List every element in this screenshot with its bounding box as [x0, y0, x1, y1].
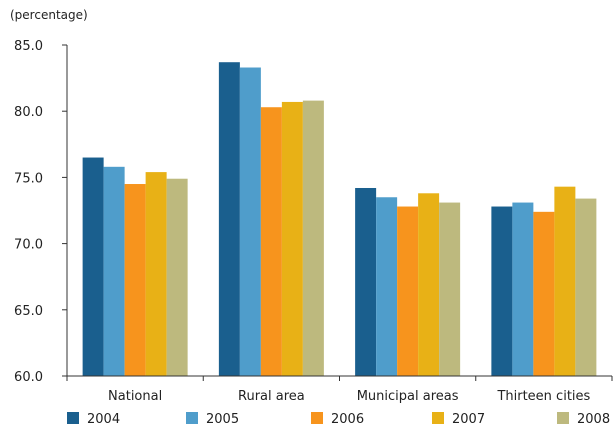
unit-label: (percentage) — [10, 8, 88, 22]
legend-swatch — [67, 412, 79, 424]
bar-2006-thirteen-cities — [533, 211, 555, 376]
x-category-label: Municipal areas — [357, 389, 459, 404]
y-tick-label: 75.0 — [14, 171, 43, 186]
bar-2007-national — [145, 172, 167, 376]
legend-item-2004: 2004 — [67, 412, 120, 427]
y-tick-label: 70.0 — [14, 238, 43, 253]
legend-item-2005: 2005 — [186, 412, 239, 427]
bar-2006-national — [124, 184, 146, 376]
legend-swatch — [186, 412, 198, 424]
y-tick-label: 60.0 — [14, 370, 43, 385]
bar-2004-rural-area — [218, 62, 240, 376]
x-category-label: National — [108, 389, 162, 404]
bar-2007-thirteen-cities — [554, 186, 576, 376]
bar-2005-thirteen-cities — [512, 202, 534, 376]
y-tick-label: 80.0 — [14, 105, 43, 120]
bar-2006-rural-area — [260, 107, 282, 376]
bar-2007-municipal-areas — [418, 193, 440, 376]
bar-2005-rural-area — [239, 67, 261, 377]
bar-2008-municipal-areas — [439, 202, 461, 376]
legend-item-2008: 2008 — [557, 412, 610, 427]
bar-2005-national — [103, 166, 125, 376]
legend-label: 2008 — [577, 412, 610, 427]
bar-2006-municipal-areas — [397, 206, 419, 376]
bar-2008-thirteen-cities — [575, 198, 597, 376]
legend-item-2006: 2006 — [311, 412, 364, 427]
y-axis-ticks: 85.0 80.0 75.0 70.0 65.0 60.0 — [14, 39, 67, 385]
x-category-label: Rural area — [238, 389, 305, 404]
y-tick-label: 85.0 — [14, 39, 43, 54]
legend-swatch — [557, 412, 569, 424]
bar-2007-rural-area — [281, 101, 303, 376]
legend: 2004 2005 2006 2007 2008 — [67, 412, 610, 427]
bars-group — [82, 62, 597, 377]
bar-2004-thirteen-cities — [491, 206, 513, 376]
legend-swatch — [432, 412, 444, 424]
bar-2004-municipal-areas — [355, 187, 377, 376]
bar-2008-national — [166, 178, 188, 376]
y-tick-label: 65.0 — [14, 304, 43, 319]
legend-label: 2004 — [87, 412, 120, 427]
x-axis-labels: National Rural area Municipal areas Thirtee… — [66, 376, 613, 404]
legend-item-2007: 2007 — [432, 412, 485, 427]
bar-2004-national — [82, 157, 104, 376]
x-category-label: Thirteen cities — [496, 389, 590, 404]
legend-label: 2007 — [452, 412, 485, 427]
legend-swatch — [311, 412, 323, 424]
legend-label: 2006 — [331, 412, 364, 427]
legend-label: 2005 — [206, 412, 239, 427]
bar-2008-rural-area — [302, 100, 324, 376]
bar-2005-municipal-areas — [376, 197, 398, 376]
